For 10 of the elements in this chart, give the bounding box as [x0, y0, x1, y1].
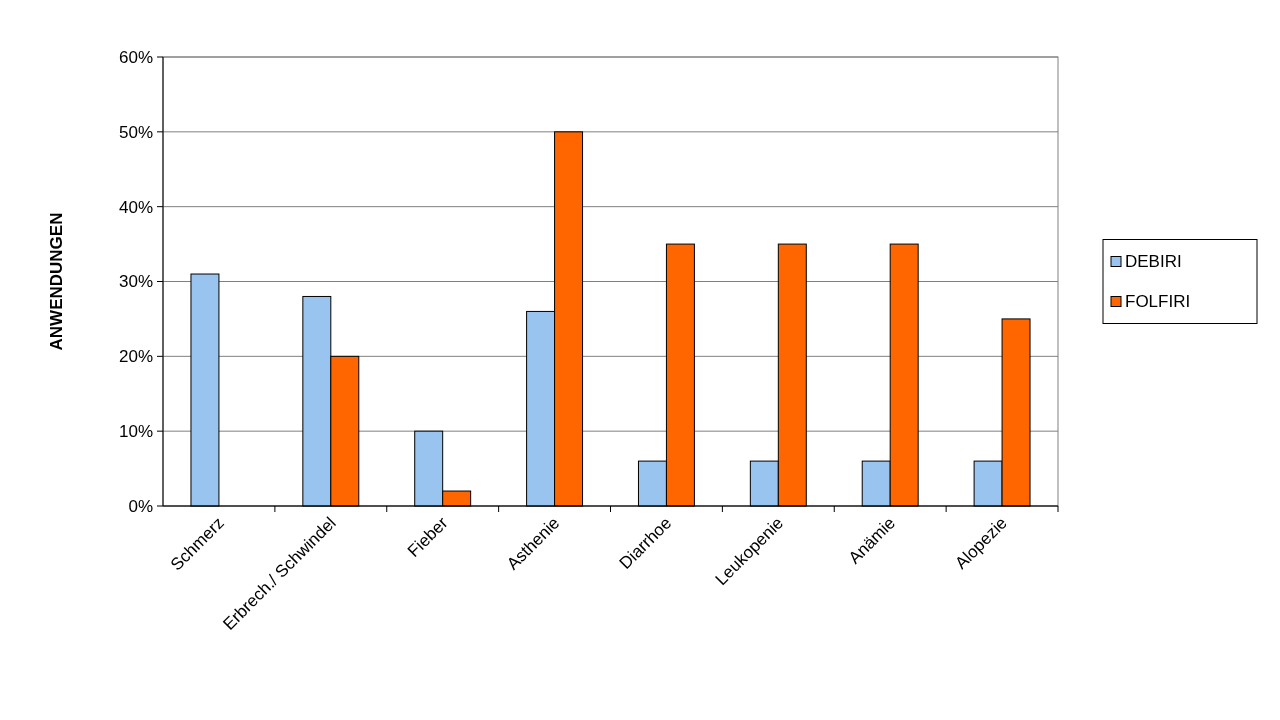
y-tick-label: 40% [118, 197, 153, 217]
y-axis-title: ANWENDUNGEN [47, 212, 66, 351]
y-tick-label: 0% [128, 496, 153, 516]
y-tick-label: 10% [118, 422, 153, 442]
legend-label: DEBIRI [1125, 252, 1182, 272]
y-tick-label: 50% [118, 122, 153, 142]
legend-label: FOLFIRI [1125, 292, 1191, 312]
y-tick-label: 30% [118, 272, 153, 292]
y-tick-label: 20% [118, 347, 153, 367]
y-tick-label: 60% [118, 47, 153, 67]
